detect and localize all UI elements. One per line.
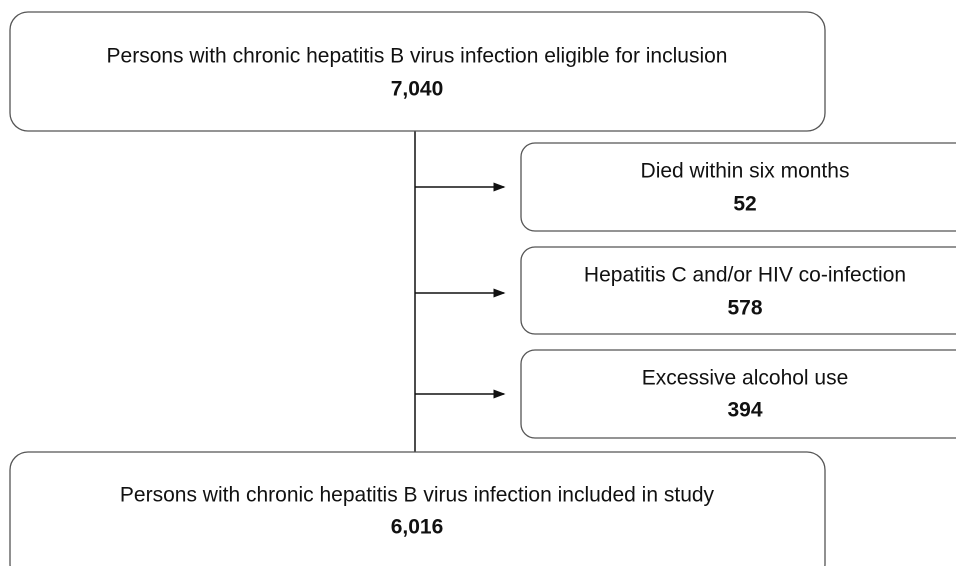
node-count: 578: [727, 297, 762, 320]
node-count: 394: [727, 399, 762, 422]
eligible-box: [9, 11, 826, 132]
included-box: [9, 451, 826, 566]
node-label: Persons with chronic hepatitis B virus i…: [107, 45, 728, 68]
exclusion-box: [520, 349, 956, 439]
node-label: Excessive alcohol use: [642, 367, 849, 390]
node-count: 6,016: [391, 516, 444, 539]
node-label: Hepatitis C and/or HIV co-infection: [584, 264, 906, 287]
node-label: Persons with chronic hepatitis B virus i…: [120, 484, 715, 507]
node-count: 7,040: [391, 78, 444, 101]
exclusion-box: [520, 142, 956, 232]
node-count: 52: [733, 193, 756, 216]
exclusion-box: [520, 246, 956, 335]
node-label: Died within six months: [641, 160, 850, 183]
